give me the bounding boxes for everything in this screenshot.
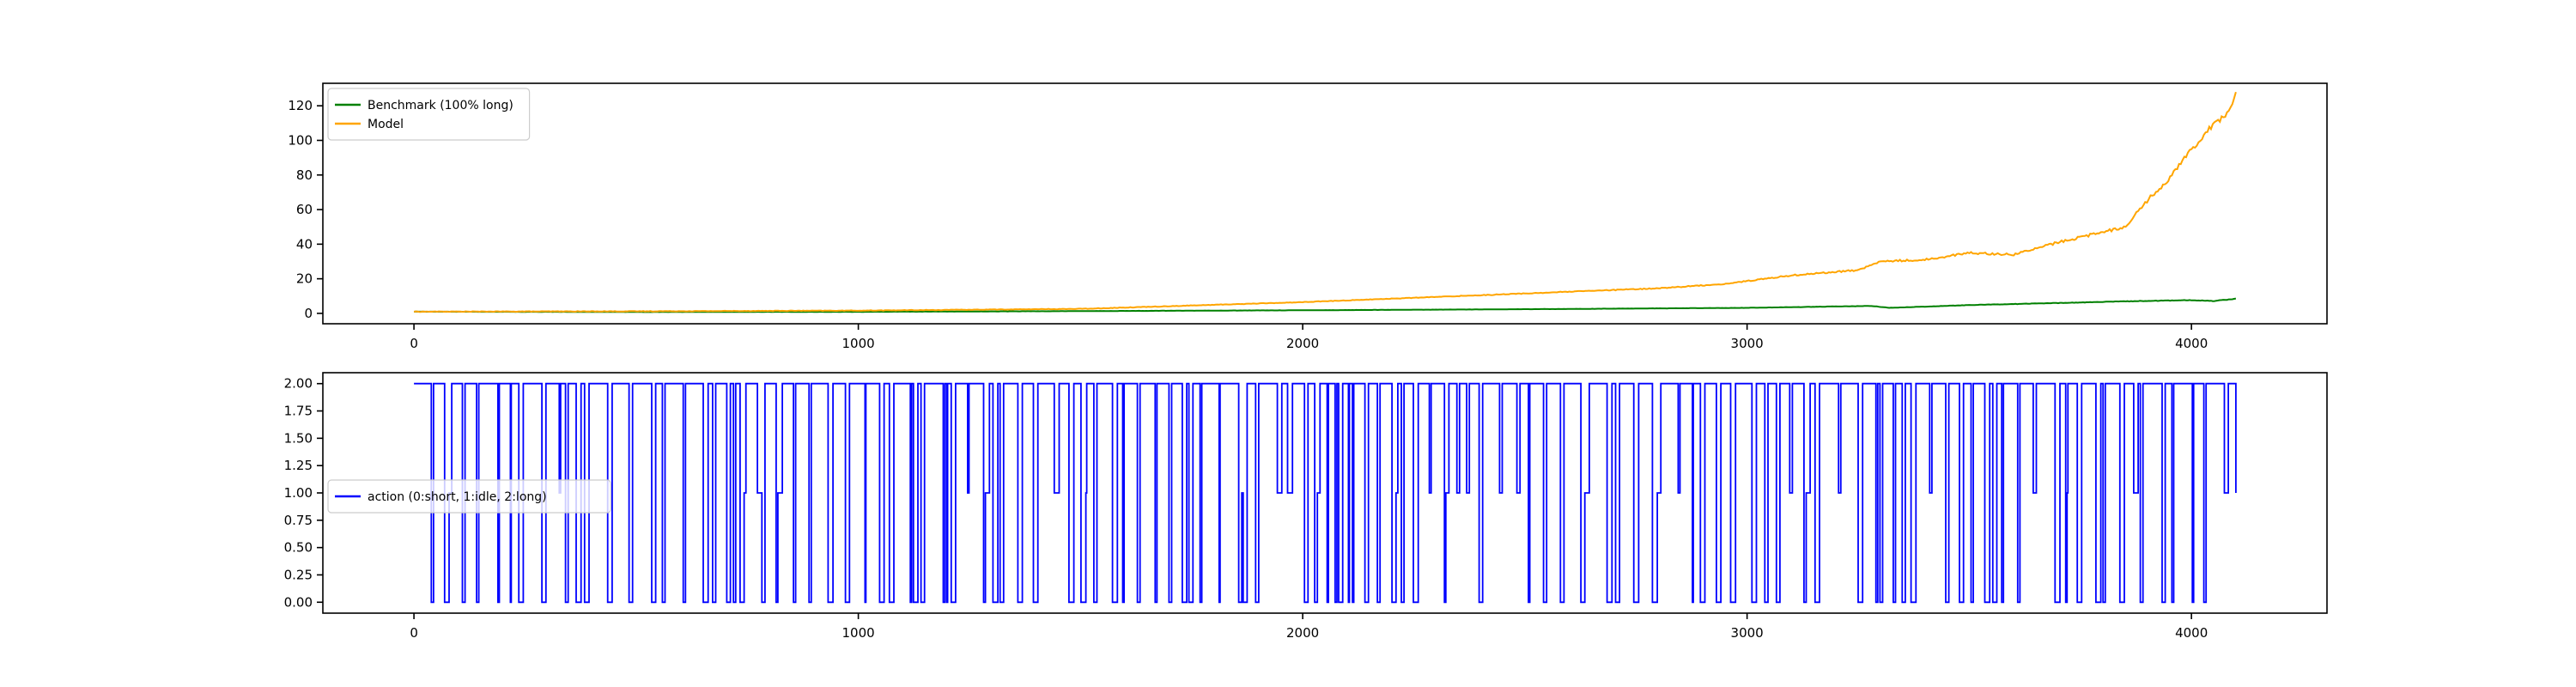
legend: action (0:short, 1:idle, 2:long) xyxy=(327,479,611,514)
y-tick-label: 0 xyxy=(304,306,313,321)
y-tick-label: 1.00 xyxy=(284,485,313,501)
x-tick-label: 3000 xyxy=(1731,336,1764,351)
y-tick-label: 100 xyxy=(288,132,313,148)
legend-label: Benchmark (100% long) xyxy=(368,99,513,112)
x-tick-label: 0 xyxy=(410,625,418,641)
y-tick-label: 20 xyxy=(296,271,313,287)
legend-box xyxy=(327,479,611,514)
legend: Benchmark (100% long) Model xyxy=(327,88,531,141)
legend-box xyxy=(327,88,531,141)
y-tick-label: 0.25 xyxy=(284,567,313,582)
x-tick-label: 1000 xyxy=(842,336,875,351)
x-tick-label: 1000 xyxy=(842,625,875,641)
x-tick-label: 4000 xyxy=(2175,625,2208,641)
x-tick-label: 2000 xyxy=(1286,625,1319,641)
y-tick-label: 1.50 xyxy=(284,430,313,446)
action-chart: 0 1000 2000 3000 4000 0.00 0.25 0.50 0.75 1.00 1.2… xyxy=(284,372,2328,641)
y-tick-label: 0.75 xyxy=(284,513,313,528)
y-tick-label: 60 xyxy=(296,202,313,217)
y-tick-label: 2.00 xyxy=(284,376,313,392)
y-tick-label: 1.25 xyxy=(284,458,313,473)
x-tick-label: 3000 xyxy=(1731,625,1764,641)
y-tick-label: 40 xyxy=(296,236,313,252)
plot-frame xyxy=(322,372,2328,614)
legend-label: action (0:short, 1:idle, 2:long) xyxy=(368,490,547,504)
legend-label: Model xyxy=(368,118,404,131)
series-line xyxy=(414,297,2237,313)
series-line xyxy=(413,91,2237,313)
series-line xyxy=(414,382,2237,604)
y-tick-label: 0.00 xyxy=(284,594,313,610)
y-tick-label: 80 xyxy=(296,167,313,183)
plot-frame xyxy=(322,82,2328,325)
x-tick-label: 2000 xyxy=(1286,336,1319,351)
y-tick-label: 0.50 xyxy=(284,540,313,556)
benchmark-vs-model-chart: 0 1000 2000 3000 4000 0 20 40 60 80 100 120 Benchmar… xyxy=(288,82,2328,351)
y-tick-label: 1.75 xyxy=(284,404,313,419)
y-tick-label: 120 xyxy=(288,98,313,113)
x-tick-label: 4000 xyxy=(2175,336,2208,351)
x-tick-label: 0 xyxy=(410,336,418,351)
